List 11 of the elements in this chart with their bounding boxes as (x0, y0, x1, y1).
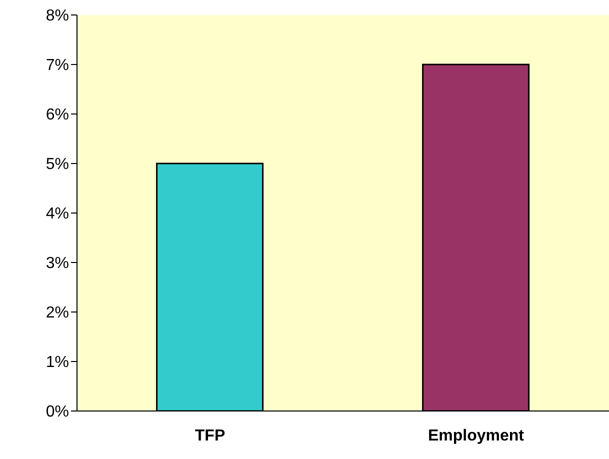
y-tick-label: 4% (46, 206, 69, 223)
y-tick-label: 5% (46, 156, 69, 174)
x-tick-label: Employment (428, 427, 525, 444)
y-tick-label: 2% (46, 304, 69, 322)
y-tick-label: 8% (46, 8, 69, 25)
y-tick-label: 6% (46, 106, 69, 124)
y-tick-label: 3% (46, 255, 69, 272)
y-tick-label: 0% (46, 404, 69, 421)
y-tick-label: 1% (46, 354, 69, 372)
x-tick-label: TFP (194, 427, 226, 444)
y-tick-label: 7% (46, 57, 69, 74)
